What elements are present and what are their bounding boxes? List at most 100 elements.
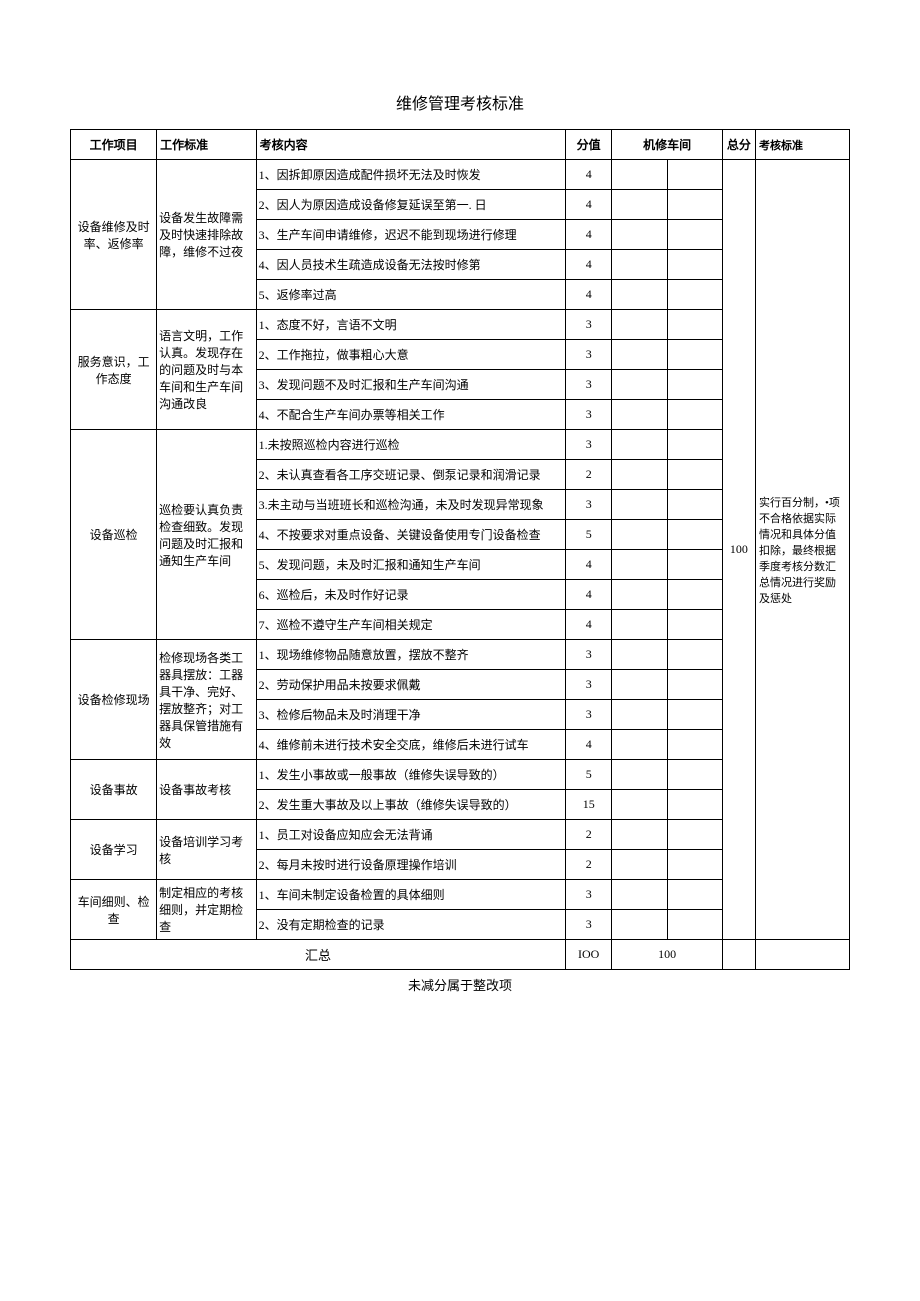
workshop-cell <box>612 550 667 580</box>
score-cell: 3 <box>565 340 611 370</box>
content-cell: 3、发现问题不及时汇报和生产车间沟通 <box>256 370 565 400</box>
workshop-cell <box>612 820 667 850</box>
workshop-cell <box>667 280 722 310</box>
workshop-cell <box>667 790 722 820</box>
workshop-cell <box>612 580 667 610</box>
standard-cell: 巡检要认真负责检查细致。发现问题及时汇报和通知生产车间 <box>157 430 256 640</box>
project-cell: 设备事故 <box>71 760 157 820</box>
standard-cell: 设备培训学习考核 <box>157 820 256 880</box>
workshop-cell <box>667 400 722 430</box>
workshop-cell <box>667 160 722 190</box>
header-criteria: 考核标准 <box>756 130 850 160</box>
content-cell: 1、车间未制定设备检置的具体细则 <box>256 880 565 910</box>
workshop-cell <box>667 760 722 790</box>
score-cell: 3 <box>565 640 611 670</box>
header-row: 工作项目 工作标准 考核内容 分值 机修车间 总分 考核标准 <box>71 130 850 160</box>
content-cell: 4、不配合生产车间办票等相关工作 <box>256 400 565 430</box>
score-cell: 3 <box>565 670 611 700</box>
workshop-cell <box>667 700 722 730</box>
content-cell: 3、生产车间申请维修，迟迟不能到现场进行修理 <box>256 220 565 250</box>
workshop-cell <box>667 550 722 580</box>
workshop-cell <box>667 250 722 280</box>
standard-cell: 语言文明，工作认真。发现存在的问题及时与本车间和生产车间沟通改良 <box>157 310 256 430</box>
content-cell: 2、发生重大事故及以上事故（维修失误导致的） <box>256 790 565 820</box>
content-cell: 2、劳动保护用品未按要求佩戴 <box>256 670 565 700</box>
content-cell: 1、态度不好，言语不文明 <box>256 310 565 340</box>
content-cell: 3.未主动与当班班长和巡检沟通，未及时发现异常现象 <box>256 490 565 520</box>
workshop-cell <box>612 670 667 700</box>
content-cell: 7、巡检不遵守生产车间相关规定 <box>256 610 565 640</box>
workshop-cell <box>667 430 722 460</box>
workshop-cell <box>612 340 667 370</box>
project-cell: 设备学习 <box>71 820 157 880</box>
content-cell: 4、因人员技术生疏造成设备无法按时修第 <box>256 250 565 280</box>
score-cell: 2 <box>565 460 611 490</box>
header-workshop: 机修车间 <box>612 130 722 160</box>
workshop-cell <box>667 880 722 910</box>
content-cell: 2、未认真查看各工序交班记录、倒泵记录和润滑记录 <box>256 460 565 490</box>
score-cell: 15 <box>565 790 611 820</box>
content-cell: 1.未按照巡检内容进行巡检 <box>256 430 565 460</box>
workshop-cell <box>612 370 667 400</box>
workshop-cell <box>612 790 667 820</box>
workshop-cell <box>612 640 667 670</box>
workshop-cell <box>612 850 667 880</box>
workshop-cell <box>612 430 667 460</box>
criteria-cell: 实行百分制，•项不合格依据实际情况和具体分值扣除，最终根据季度考核分数汇总情况进… <box>756 160 850 940</box>
workshop-cell <box>667 220 722 250</box>
workshop-cell <box>667 310 722 340</box>
content-cell: 1、员工对设备应知应会无法背诵 <box>256 820 565 850</box>
project-cell: 车间细则、检查 <box>71 880 157 940</box>
project-cell: 设备检修现场 <box>71 640 157 760</box>
workshop-cell <box>667 850 722 880</box>
score-cell: 3 <box>565 700 611 730</box>
content-cell: 2、没有定期检查的记录 <box>256 910 565 940</box>
score-cell: 2 <box>565 850 611 880</box>
score-cell: 3 <box>565 310 611 340</box>
content-cell: 4、不按要求对重点设备、关键设备使用专门设备检查 <box>256 520 565 550</box>
summary-row: 汇总IOO100 <box>71 940 850 970</box>
workshop-cell <box>612 730 667 760</box>
summary-label: 汇总 <box>71 940 566 970</box>
score-cell: 4 <box>565 730 611 760</box>
header-score: 分值 <box>565 130 611 160</box>
workshop-cell <box>667 640 722 670</box>
score-cell: 5 <box>565 520 611 550</box>
content-cell: 5、发现问题，未及时汇报和通知生产车间 <box>256 550 565 580</box>
workshop-cell <box>667 520 722 550</box>
score-cell: 4 <box>565 550 611 580</box>
content-cell: 3、检修后物品未及时消理干净 <box>256 700 565 730</box>
score-cell: 4 <box>565 580 611 610</box>
standard-cell: 设备发生故障需及时快速排除故障，维修不过夜 <box>157 160 256 310</box>
score-cell: 3 <box>565 910 611 940</box>
header-content: 考核内容 <box>256 130 565 160</box>
workshop-cell <box>667 910 722 940</box>
workshop-cell <box>612 490 667 520</box>
standard-cell: 检修现场各类工器具摆放：工器具干净、完好、摆放整齐；对工器具保管措施有效 <box>157 640 256 760</box>
score-cell: 4 <box>565 160 611 190</box>
workshop-cell <box>667 730 722 760</box>
workshop-cell <box>667 370 722 400</box>
workshop-cell <box>612 400 667 430</box>
workshop-cell <box>612 700 667 730</box>
workshop-cell <box>612 280 667 310</box>
score-cell: 3 <box>565 880 611 910</box>
workshop-cell <box>612 520 667 550</box>
assessment-table: 工作项目 工作标准 考核内容 分值 机修车间 总分 考核标准 设备维修及时率、返… <box>70 129 850 970</box>
workshop-cell <box>612 190 667 220</box>
workshop-cell <box>612 220 667 250</box>
workshop-cell <box>667 670 722 700</box>
content-cell: 1、现场维修物品随意放置，摆放不整齐 <box>256 640 565 670</box>
summary-workshop: 100 <box>612 940 722 970</box>
workshop-cell <box>612 880 667 910</box>
score-cell: 3 <box>565 430 611 460</box>
project-cell: 设备维修及时率、返修率 <box>71 160 157 310</box>
content-cell: 5、返修率过高 <box>256 280 565 310</box>
content-cell: 2、工作拖拉，做事粗心大意 <box>256 340 565 370</box>
workshop-cell <box>612 160 667 190</box>
workshop-cell <box>612 250 667 280</box>
page-title: 维修管理考核标准 <box>70 90 850 114</box>
standard-cell: 设备事故考核 <box>157 760 256 820</box>
score-cell: 2 <box>565 820 611 850</box>
workshop-cell <box>667 610 722 640</box>
